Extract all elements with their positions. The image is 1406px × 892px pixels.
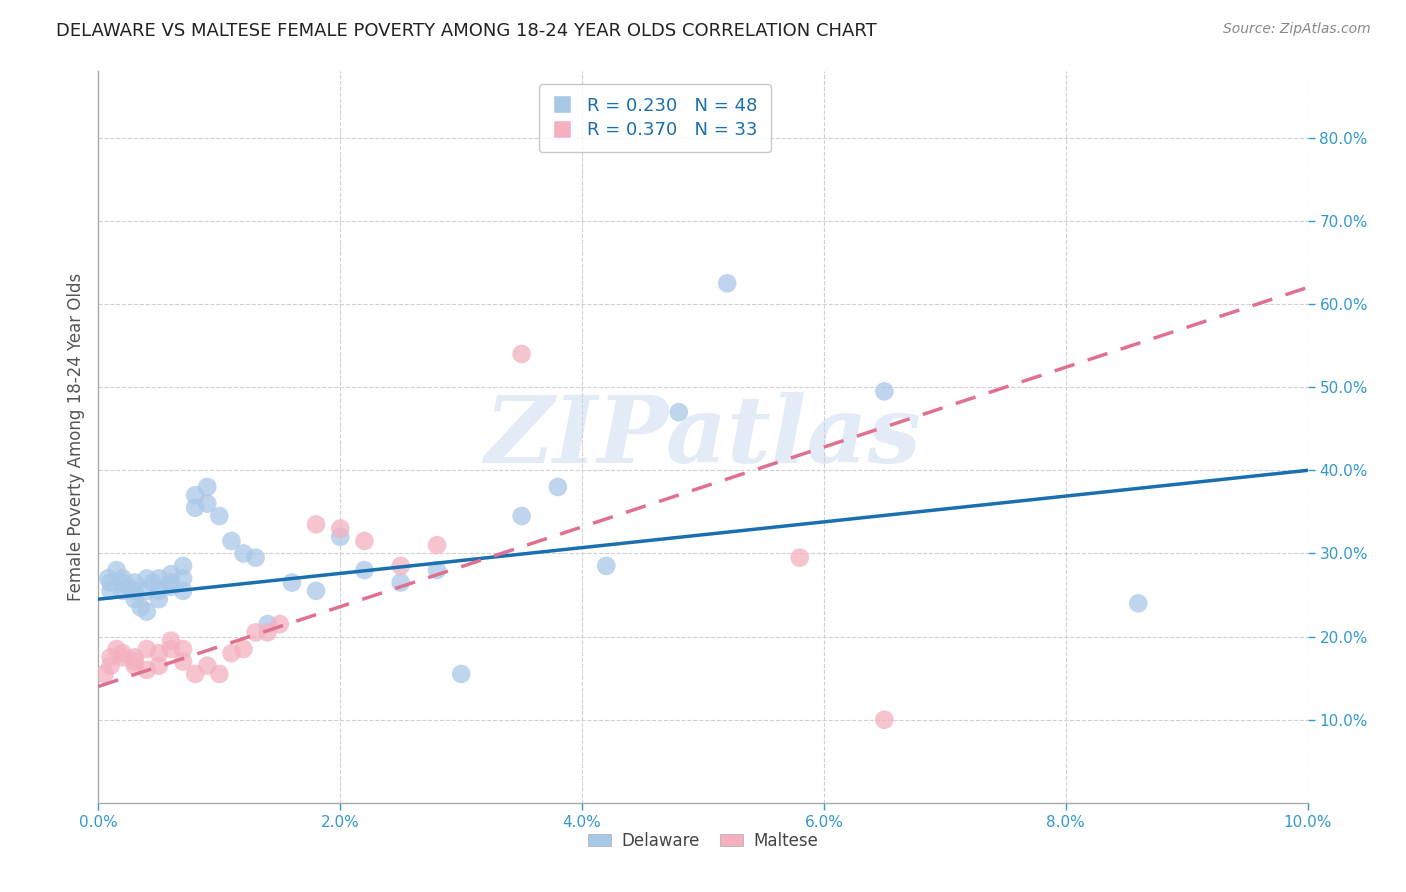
Point (353, 533, 375, 548)
Point (329, 521, 352, 535)
Point (93, 667, 115, 681)
Point (195, 480, 218, 494)
Point (160, 567, 183, 582)
Point (160, 580, 183, 594)
Point (148, 583, 170, 598)
Point (221, 646, 243, 660)
Point (105, 563, 128, 577)
Point (232, 642, 254, 657)
Point (305, 583, 328, 598)
Point (148, 646, 170, 660)
Point (245, 550, 267, 565)
Point (789, 550, 811, 565)
Point (353, 563, 375, 577)
Point (426, 538, 449, 552)
Point (184, 488, 207, 502)
Point (124, 583, 146, 598)
Point (195, 497, 218, 511)
Point (172, 655, 194, 669)
Point (111, 646, 134, 660)
Point (510, 509, 533, 524)
Point (716, 277, 738, 291)
Point (873, 713, 896, 727)
Point (135, 571, 157, 585)
Point (124, 650, 146, 665)
Point (111, 571, 134, 585)
Y-axis label: Female Poverty Among 18-24 Year Olds: Female Poverty Among 18-24 Year Olds (66, 273, 84, 601)
Point (148, 658, 170, 673)
Point (245, 625, 267, 640)
Point (100, 583, 122, 598)
Text: Source: ZipAtlas.com: Source: ZipAtlas.com (1223, 22, 1371, 37)
Point (111, 650, 134, 665)
Point (100, 658, 122, 673)
Point (221, 533, 243, 548)
Point (100, 650, 122, 665)
Point (172, 583, 194, 598)
Point (135, 605, 157, 619)
Point (305, 517, 328, 532)
Point (1128, 596, 1150, 610)
Point (172, 571, 194, 585)
Point (105, 642, 128, 657)
Point (208, 667, 231, 681)
Point (281, 575, 304, 590)
Point (124, 658, 146, 673)
Point (595, 558, 617, 573)
Point (160, 642, 183, 657)
Point (184, 500, 207, 515)
Point (450, 667, 472, 681)
Point (547, 480, 569, 494)
Point (160, 633, 183, 648)
Point (111, 583, 134, 598)
Point (389, 558, 412, 573)
Point (160, 575, 183, 590)
Point (135, 642, 157, 657)
Legend: Delaware, Maltese: Delaware, Maltese (581, 825, 825, 856)
Point (195, 658, 218, 673)
Point (208, 509, 231, 524)
Point (426, 563, 449, 577)
Point (135, 583, 157, 598)
Point (124, 575, 146, 590)
Point (510, 347, 533, 361)
Point (118, 580, 141, 594)
Point (232, 546, 254, 560)
Point (184, 667, 207, 681)
Point (148, 592, 170, 607)
Text: ZIPatlas: ZIPatlas (485, 392, 921, 482)
Point (111, 575, 134, 590)
Point (256, 625, 278, 640)
Point (329, 530, 352, 544)
Point (172, 642, 194, 657)
Point (256, 617, 278, 632)
Point (148, 571, 170, 585)
Text: DELAWARE VS MALTESE FEMALE POVERTY AMONG 18-24 YEAR OLDS CORRELATION CHART: DELAWARE VS MALTESE FEMALE POVERTY AMONG… (56, 22, 877, 40)
Point (172, 558, 194, 573)
Point (269, 617, 291, 632)
Point (124, 655, 146, 669)
Point (389, 575, 412, 590)
Point (873, 384, 896, 399)
Point (129, 600, 152, 615)
Point (100, 575, 122, 590)
Point (135, 663, 157, 677)
Point (142, 575, 165, 590)
Point (97, 571, 120, 585)
Point (124, 592, 146, 607)
Point (668, 405, 690, 419)
